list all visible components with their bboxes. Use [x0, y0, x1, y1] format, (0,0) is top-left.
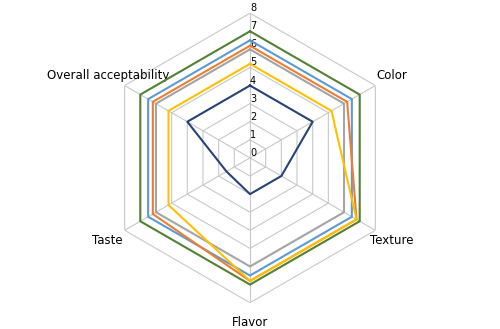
Batter 4	[247, 62, 253, 66]
Line: Batter 1: Batter 1	[148, 40, 352, 276]
Batter 2	[354, 217, 360, 221]
Batter 2	[344, 100, 350, 104]
Batter 3	[153, 210, 159, 214]
Line: Batter 4: Batter 4	[168, 64, 356, 281]
Batter 6	[138, 219, 143, 223]
Batter 3	[341, 102, 347, 106]
Batter 6	[247, 29, 253, 33]
Batter 2	[247, 44, 253, 48]
Batter 1	[247, 38, 253, 42]
Batter 5	[278, 174, 284, 178]
Batter 6	[356, 93, 362, 97]
Batter 6	[247, 283, 253, 287]
Batter 3	[341, 210, 347, 214]
Batter 4	[247, 279, 253, 283]
Batter 6	[356, 219, 362, 223]
Line: Batter 5: Batter 5	[188, 86, 312, 194]
Batter 1	[145, 215, 151, 219]
Batter 2	[247, 44, 253, 48]
Batter 1	[349, 97, 355, 101]
Line: Batter 3: Batter 3	[156, 49, 344, 266]
Batter 5	[247, 192, 253, 196]
Batter 2	[150, 212, 156, 216]
Batter 6	[247, 29, 253, 33]
Batter 3	[247, 265, 253, 268]
Batter 6	[138, 93, 143, 97]
Batter 4	[328, 109, 334, 113]
Batter 1	[145, 97, 151, 101]
Batter 1	[247, 38, 253, 42]
Batter 5	[247, 84, 253, 88]
Batter 5	[184, 120, 190, 124]
Batter 4	[166, 203, 172, 207]
Batter 4	[247, 62, 253, 66]
Batter 3	[247, 47, 253, 51]
Batter 3	[153, 102, 159, 106]
Batter 5	[247, 84, 253, 88]
Batter 1	[349, 215, 355, 219]
Batter 3	[247, 47, 253, 51]
Batter 4	[354, 217, 360, 221]
Batter 2	[150, 100, 156, 104]
Batter 2	[247, 279, 253, 283]
Batter 5	[224, 169, 230, 173]
Line: Batter 2: Batter 2	[153, 46, 356, 281]
Line: Batter 6: Batter 6	[140, 31, 360, 285]
Batter 5	[310, 120, 316, 124]
Batter 1	[247, 274, 253, 278]
Batter 4	[166, 109, 172, 113]
